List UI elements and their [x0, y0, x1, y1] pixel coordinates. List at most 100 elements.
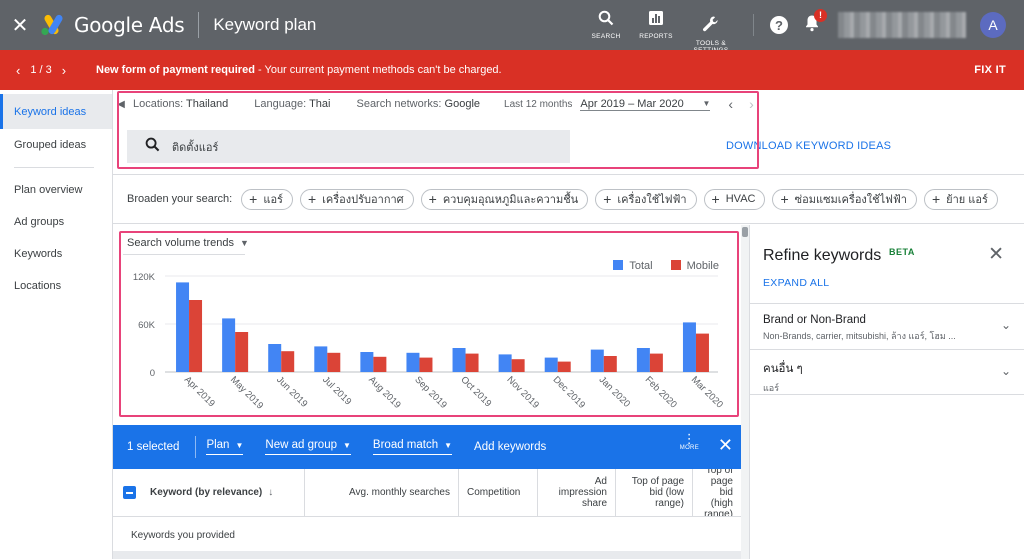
trend-type-select[interactable]: Search volume trends ▼ — [127, 237, 249, 249]
avg-monthly-searches-header[interactable]: Avg. monthly searches — [305, 469, 459, 516]
table-row-strip — [113, 551, 741, 559]
chart-bar-mobile — [511, 359, 525, 372]
chart-bar-total — [636, 348, 650, 372]
more-button[interactable]: ⋮ MORE — [679, 431, 699, 451]
chart-bar-mobile — [465, 353, 479, 372]
legend-mobile[interactable]: Mobile — [670, 260, 719, 272]
search-volume-chart-panel: Search volume trends ▼ Total Mobile 0 60K… — [113, 225, 741, 425]
x-tick-label: Apr 2019 — [182, 374, 217, 409]
refine-row-brand[interactable]: Brand or Non-Brand Non-Brands, carrier, … — [750, 303, 1024, 349]
search-volume-chart: 0 60K 120K Apr 2019 May 2019 Jun 2019 Jul 2019… — [133, 272, 725, 412]
account-info-redacted[interactable] — [838, 12, 966, 38]
y-tick-label: 120K — [133, 272, 156, 283]
broaden-chip[interactable]: + ซ่อมแซมเครื่องใช้ไฟฟ้า — [772, 188, 917, 210]
broaden-chip[interactable]: + เครื่องใช้ไฟฟ้า — [595, 188, 697, 210]
google-ads-logo[interactable]: Google Ads — [40, 13, 185, 37]
broaden-chip[interactable]: + ควบคุมอุณหภูมิและความชื้น — [420, 188, 589, 210]
notifications-button[interactable]: ! — [804, 8, 827, 37]
scroll-left-icon[interactable]: ◀ — [117, 98, 125, 110]
chevron-right-icon[interactable]: › — [61, 62, 67, 78]
chart-bar-total — [452, 348, 466, 372]
plus-icon: + — [780, 191, 789, 207]
ad-impression-share-header[interactable]: Ad impression share — [538, 469, 616, 516]
chevron-left-icon[interactable]: ‹ — [16, 62, 21, 78]
match-type-dropdown[interactable]: Broad match ▼ — [372, 439, 453, 455]
top-of-page-bid-low-header[interactable]: Top of page bid (low range) — [616, 469, 693, 516]
x-tick-label: Oct 2019 — [458, 374, 493, 409]
download-keyword-ideas-button[interactable]: DOWNLOAD KEYWORD IDEAS — [726, 140, 892, 152]
alert-counter: 1 / 3 — [30, 64, 52, 76]
chart-bar-total — [498, 354, 512, 372]
date-range-select[interactable]: Apr 2019 – Mar 2020 ▼ — [580, 97, 711, 111]
tools-settings-button[interactable]: TOOLS & SETTINGS — [683, 0, 739, 54]
chart-bar-mobile — [281, 351, 295, 372]
main-scrollbar[interactable] — [741, 225, 749, 559]
sidebar-item-ad-groups[interactable]: Ad groups — [14, 216, 65, 228]
scrollbar-thumb[interactable] — [742, 227, 748, 237]
fix-it-button[interactable]: FIX IT — [974, 64, 1006, 76]
close-icon[interactable]: ✕ — [988, 244, 1004, 265]
add-keywords-button[interactable]: Add keywords — [474, 441, 547, 453]
search-networks-filter[interactable]: Search networks: Google — [356, 98, 481, 110]
chart-bar-total — [222, 318, 236, 372]
close-icon[interactable]: ✕ — [11, 14, 29, 37]
notification-badge: ! — [814, 8, 827, 22]
selected-count: 1 selected — [127, 441, 180, 453]
sidebar-item-plan-overview[interactable]: Plan overview — [14, 184, 83, 196]
date-next-icon[interactable]: › — [749, 96, 754, 112]
sidebar-item-keywords[interactable]: Keywords — [14, 248, 63, 260]
keyword-column-header[interactable]: Keyword (by relevance) ↓ — [113, 469, 305, 516]
search-icon — [145, 137, 160, 157]
chart-bar-mobile — [189, 300, 203, 372]
chart-bar-mobile — [649, 353, 663, 372]
top-of-page-bid-high-header[interactable]: Top of page bid (high range) — [704, 469, 733, 516]
plus-icon: + — [931, 191, 941, 207]
reports-button[interactable]: REPORTS — [635, 10, 677, 40]
dropdown-arrow-icon: ▼ — [235, 440, 244, 450]
chart-bar-mobile — [695, 333, 709, 372]
x-tick-label: Sep 2019 — [412, 374, 449, 411]
new-ad-group-dropdown[interactable]: New ad group ▼ — [265, 439, 351, 455]
refine-row-others[interactable]: คนอื่น ๆ แอร์ ⌄ — [750, 349, 1024, 395]
avatar[interactable]: A — [980, 12, 1006, 38]
plan-dropdown[interactable]: Plan ▼ — [206, 439, 244, 455]
page-title: Keyword plan — [213, 15, 317, 34]
chart-bar-mobile — [327, 352, 341, 372]
chart-bar-mobile — [373, 356, 387, 372]
date-prev-icon[interactable]: ‹ — [728, 96, 734, 112]
sidebar-item-grouped-ideas[interactable]: Grouped ideas — [14, 139, 87, 151]
plus-icon: + — [428, 191, 437, 207]
plus-icon: + — [307, 191, 317, 207]
broaden-label: Broaden your search: — [127, 193, 233, 205]
sidebar-item-keyword-ideas[interactable]: Keyword ideas — [0, 94, 112, 129]
chart-bar-mobile — [603, 356, 617, 372]
broaden-chip[interactable]: + เครื่องปรับอากาศ — [299, 188, 414, 210]
wrench-icon — [702, 0, 720, 38]
expand-all-button[interactable]: EXPAND ALL — [763, 277, 830, 289]
broaden-chip[interactable]: + แอร์ — [241, 188, 293, 210]
dropdown-arrow-icon: ▼ — [343, 440, 351, 450]
select-all-checkbox[interactable] — [123, 486, 136, 499]
google-ads-logo-icon — [41, 14, 63, 36]
locations-filter[interactable]: Locations: Thailand — [133, 98, 229, 110]
search-button[interactable]: SEARCH — [585, 10, 627, 40]
chart-bar-total — [314, 346, 328, 372]
help-icon[interactable]: ? — [770, 16, 788, 34]
filter-bar: ◀ Locations: Thailand Language: Thai Sea… — [113, 90, 1024, 118]
chevron-down-icon: ⌄ — [1000, 364, 1011, 378]
keyword-search-input[interactable]: ติดตั้งแอร์ — [127, 130, 570, 163]
chart-bar-mobile — [557, 361, 571, 372]
chart-legend: Total Mobile — [613, 260, 719, 272]
close-icon[interactable]: ✕ — [717, 435, 733, 455]
x-tick-label: Mar 2020 — [689, 374, 725, 410]
refine-keywords-panel: Refine keywords BETA ✕ EXPAND ALL Brand … — [749, 225, 1024, 559]
broaden-chip[interactable]: + ย้าย แอร์ — [923, 188, 998, 210]
competition-header[interactable]: Competition — [459, 469, 538, 516]
language-filter[interactable]: Language: Thai — [254, 98, 331, 110]
header-separator — [753, 14, 754, 36]
x-tick-label: Aug 2019 — [366, 374, 403, 411]
x-tick-label: Jan 2020 — [597, 374, 632, 409]
sidebar-item-locations[interactable]: Locations — [14, 280, 62, 292]
broaden-chip[interactable]: + HVAC — [703, 188, 766, 210]
legend-total[interactable]: Total — [613, 260, 653, 272]
